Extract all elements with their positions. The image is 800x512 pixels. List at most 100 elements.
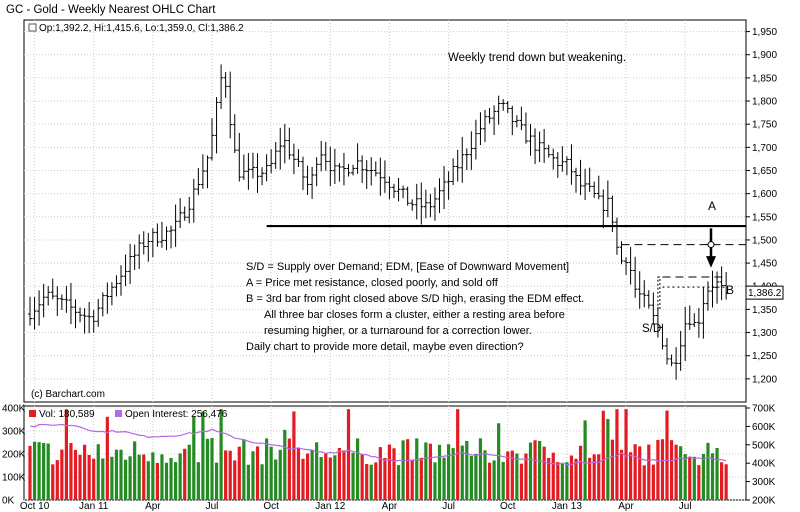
open-interest-axis: 200K 300K 400K 500K 600K 700K — [746, 404, 776, 507]
ohlc-bar — [660, 323, 665, 350]
x-tick-label: Oct 10 — [20, 501, 50, 512]
ohlc-bar — [542, 129, 547, 163]
volume-bar — [447, 444, 451, 500]
oi-tick-label: 200K — [752, 496, 776, 507]
ohlc-bar — [105, 282, 110, 314]
volume-bar — [401, 440, 405, 500]
volume-bar — [128, 456, 132, 500]
x-tick-label: Jan 11 — [79, 501, 109, 512]
label-sd: S/D — [642, 323, 661, 335]
volume-bar — [164, 462, 169, 500]
ohlc-bar — [492, 105, 497, 136]
volume-bar — [274, 459, 278, 500]
ohlc-bar — [332, 148, 337, 184]
volume-bar — [542, 446, 546, 500]
ohlc-bar — [410, 199, 415, 211]
volume-bar — [679, 446, 683, 500]
ohlc-bar — [82, 308, 87, 334]
ohlc-bar — [187, 196, 192, 224]
volume-bar — [565, 462, 569, 500]
ohlc-bar — [646, 290, 651, 309]
x-tick-label: Jul — [206, 501, 219, 512]
oi-tick-label: 400K — [752, 459, 776, 470]
volume-bar — [42, 442, 46, 500]
volume-bar — [219, 409, 223, 500]
volume-bar — [160, 454, 164, 500]
ohlc-bar — [228, 71, 233, 139]
ohlc-bar — [469, 131, 474, 170]
ohlc-bar — [214, 97, 219, 154]
volume-bar — [556, 462, 560, 500]
volume-bar — [119, 449, 123, 500]
volume-bar — [515, 453, 519, 500]
volume-bar — [638, 446, 642, 500]
arrow-ring — [707, 241, 715, 249]
note-line-4: All three bar closes form a cluster, eit… — [264, 309, 565, 321]
volume-bar — [196, 462, 200, 500]
volume-bar — [669, 440, 674, 500]
volume-bar — [701, 453, 705, 500]
ohlc-bar — [37, 290, 42, 326]
ohlc-bar — [574, 167, 578, 193]
ohlc-bar — [68, 282, 73, 325]
volume-bar — [301, 458, 305, 500]
ohlc-bar — [451, 158, 456, 186]
volume-bar — [310, 449, 314, 500]
ohlc-bar — [719, 266, 724, 301]
copyright: (c) Barchart.com — [31, 389, 105, 400]
ohlc-bar — [178, 198, 183, 229]
ohlc-bar — [428, 193, 433, 218]
volume-bar — [342, 450, 346, 500]
sd-marker — [657, 276, 661, 310]
ohlc-bar — [687, 305, 692, 330]
volume-bar — [510, 450, 514, 500]
volume-bar — [96, 444, 100, 500]
ohlc-bar — [296, 149, 301, 167]
volume-bar — [269, 446, 273, 500]
volume-bar — [474, 453, 478, 500]
x-tick-label: Apr — [145, 501, 161, 512]
price-tick-label: 1,700 — [752, 143, 777, 154]
oi-tick-label: 700K — [752, 404, 776, 415]
ohlc-bar — [446, 171, 451, 200]
volume-bar — [569, 455, 574, 500]
ohlc-bar — [674, 347, 679, 380]
ohlc-bar — [478, 112, 483, 146]
volume-bar — [451, 448, 455, 500]
ohlc-bar — [678, 331, 683, 371]
ohlc-bar — [87, 302, 92, 334]
ohlc-bar — [346, 163, 351, 177]
volume-bar — [224, 450, 228, 500]
ohlc-bar — [287, 127, 292, 160]
volume-bar — [328, 457, 332, 500]
ohlc-bar — [587, 167, 592, 192]
ohlc-bar — [159, 221, 164, 248]
ohlc-bar — [637, 271, 642, 309]
volume-bar — [92, 458, 96, 500]
ohlc-bar — [250, 152, 255, 179]
ohlc-bar — [269, 149, 274, 174]
volume-bar — [456, 409, 460, 500]
volume-bar — [110, 456, 114, 500]
volume-bar — [46, 443, 50, 500]
ohlc-bar — [423, 189, 428, 219]
volume-bar — [324, 453, 328, 500]
volume-bar — [187, 444, 191, 500]
ohlc-bar — [401, 185, 406, 199]
volume-bar — [365, 464, 369, 500]
volume-bar — [487, 462, 492, 500]
ohlc-bar — [669, 354, 674, 367]
volume-bar — [560, 463, 564, 500]
ohlc-bar — [314, 157, 319, 187]
volume-bar — [178, 453, 182, 500]
ohlc-bar — [64, 285, 69, 313]
volume-bar — [146, 461, 150, 500]
ohlc-bar — [91, 309, 96, 333]
ohlc-bar — [137, 234, 142, 269]
volume-bar — [210, 438, 214, 500]
ohlc-bar — [382, 160, 387, 193]
ohlc-bar — [146, 232, 151, 262]
volume-bar — [615, 409, 619, 500]
volume-bar — [201, 411, 205, 500]
ohlc-bar — [351, 164, 356, 176]
